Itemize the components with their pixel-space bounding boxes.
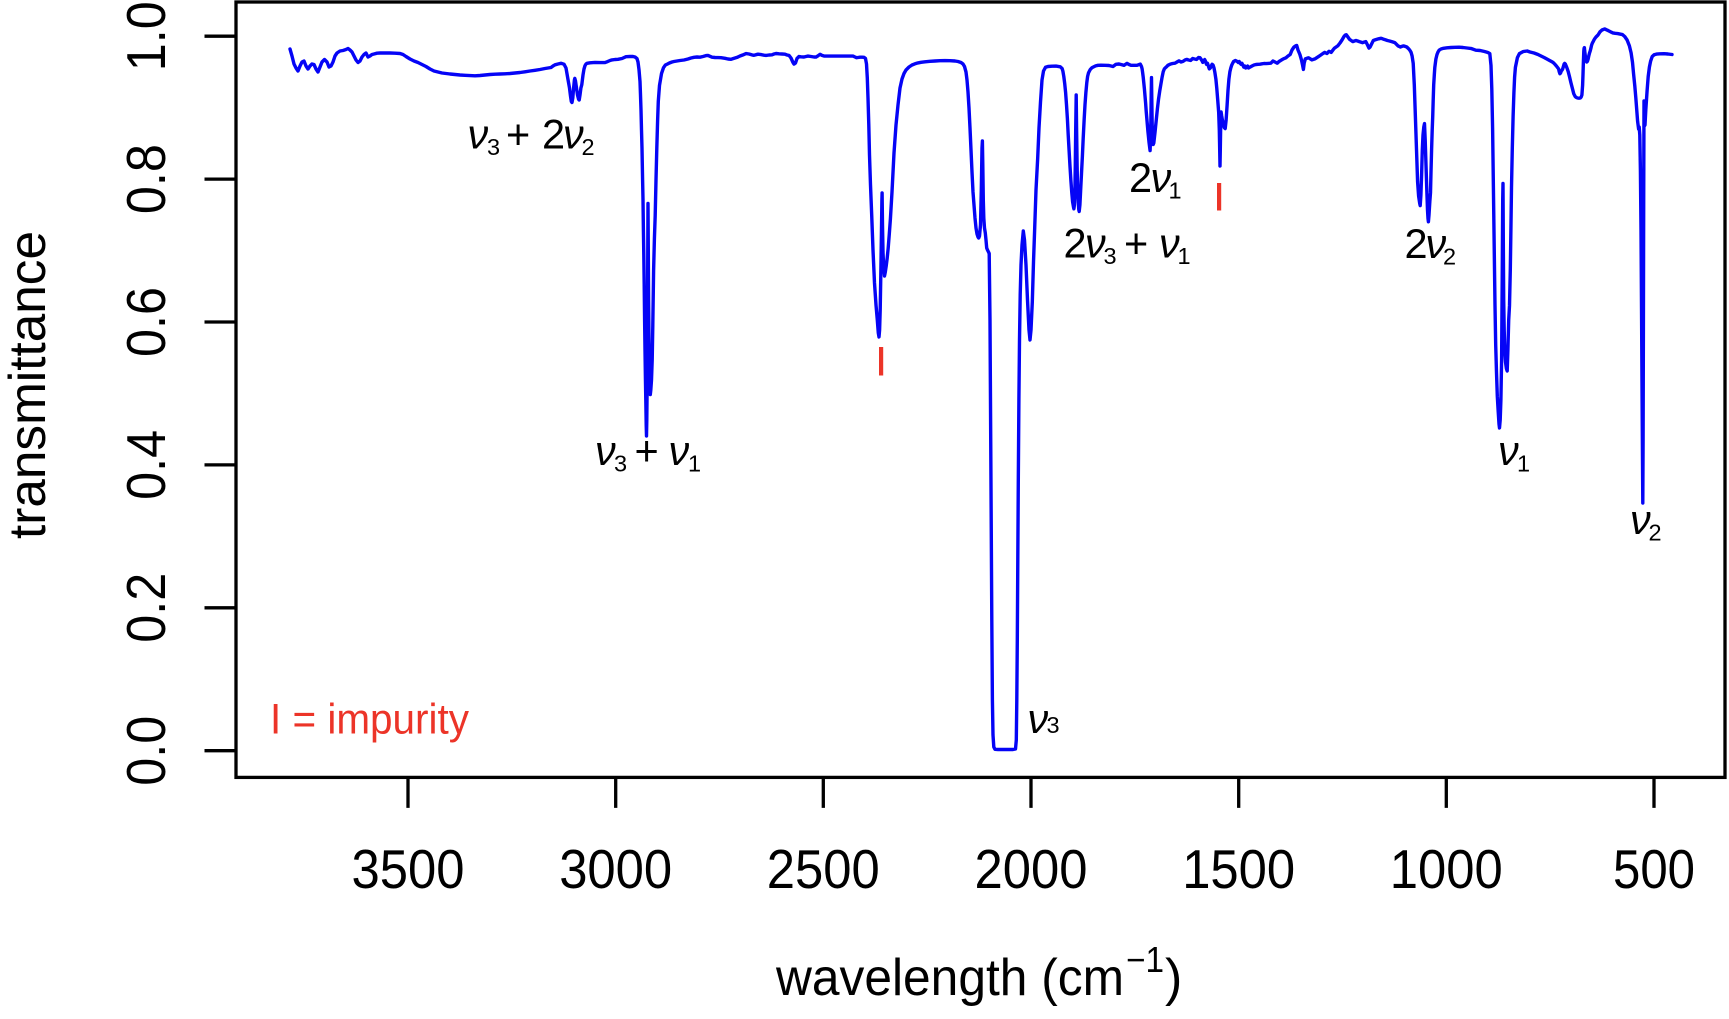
svg-text:500: 500 — [1613, 838, 1695, 900]
svg-text:1000: 1000 — [1390, 838, 1503, 900]
svg-text:wavelength (cm: wavelength (cm — [775, 949, 1124, 1007]
svg-text:2ν1: 2ν1 — [1129, 154, 1182, 204]
svg-text:3000: 3000 — [559, 838, 672, 900]
svg-text:ν2: ν2 — [1630, 496, 1662, 546]
svg-text:ν3+2ν2: ν3 +2ν2 — [468, 111, 595, 161]
svg-text:3500: 3500 — [352, 838, 465, 900]
svg-text:ν3: ν3 — [1028, 695, 1060, 742]
svg-text:transmittance: transmittance — [0, 231, 57, 539]
svg-text:1500: 1500 — [1182, 838, 1295, 900]
svg-text:2500: 2500 — [767, 838, 880, 900]
svg-text:0.6: 0.6 — [115, 287, 177, 357]
svg-text:−1: −1 — [1126, 939, 1164, 980]
svg-text:0.0: 0.0 — [115, 716, 177, 786]
svg-text:I = impurity: I = impurity — [270, 696, 469, 744]
svg-text:2000: 2000 — [975, 838, 1088, 900]
svg-text:1.0: 1.0 — [115, 1, 177, 71]
svg-text:ν1: ν1 — [1498, 427, 1530, 477]
svg-text:2ν2: 2ν2 — [1405, 220, 1457, 270]
svg-text:0.8: 0.8 — [115, 144, 177, 214]
svg-text:0.2: 0.2 — [115, 573, 177, 643]
svg-text:0.4: 0.4 — [115, 430, 177, 500]
svg-text:2ν3+ν1: 2ν3 + ν1 — [1064, 220, 1191, 270]
svg-text:): ) — [1165, 949, 1182, 1007]
